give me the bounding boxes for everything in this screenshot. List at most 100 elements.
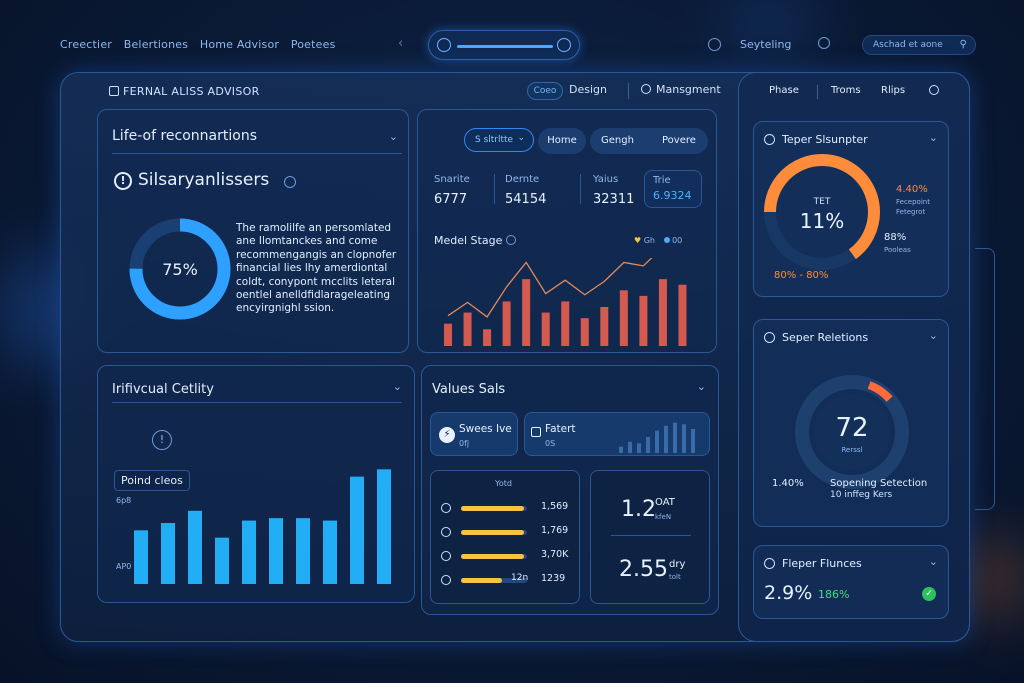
search-icon[interactable] [929,85,939,95]
chevron-down-icon[interactable]: ⌄ [928,555,938,568]
top-navigation: Creectier Belertiones Home Advisor Poete… [0,30,1024,60]
info-icon[interactable]: ! [152,430,172,450]
bolt-icon: ⚡ [439,427,455,443]
row-value: 1,769 [541,525,569,536]
mini-bar [646,437,650,453]
settings-icon[interactable] [708,38,721,51]
side-sub: Fetegrot [896,208,926,216]
panel-title: Seper Reletions [782,331,869,344]
chart-bar [269,518,283,584]
chart-legend: ♥ Gh 00 [634,236,682,245]
mini-bar [682,424,686,453]
divider [580,174,581,204]
section-sub: 10 inffeg Kers [830,490,893,500]
section-label: Sopening Setection [830,478,928,489]
big-unit: OAT [655,497,675,508]
chart-title: Medel Stage [434,234,517,247]
description-text: The ramolilfe an persomlated ane Ilomtan… [236,222,397,315]
mini-bar [637,443,641,453]
chevron-down-icon[interactable]: ⌄ [928,329,938,342]
tab-group [590,128,708,154]
panel-title: Life-of reconnartions [112,128,258,144]
tab-povere[interactable]: Povere [662,135,696,146]
divider [112,402,402,403]
tab-rlips[interactable]: Rlips [881,85,906,96]
list-item[interactable]: 12n 1239 [431,571,581,591]
side-value: 4.40% [896,184,928,195]
progress-fill [461,578,502,583]
progress-fill [461,530,524,535]
list-item[interactable]: 1,769 [431,523,581,543]
big-unit: dry [669,559,686,570]
progress-bar [461,506,527,511]
progress-fill [461,506,524,511]
donut-label: 75% [162,260,198,279]
settings-link[interactable]: Seyteling [740,38,792,51]
list-item[interactable]: 1,569 [431,499,581,519]
chart-bar [522,279,531,346]
gauge-chart: TET 11% [764,154,880,270]
mini-bar [628,441,632,453]
mini-bar [664,425,668,453]
stats-panel: S sltrltte ⌄ Home Gengh Povere Snarite 67… [417,109,717,353]
mic-icon[interactable] [437,38,451,52]
progress-fill [461,554,524,559]
stat-label: Dernte [505,174,540,185]
help-icon[interactable] [284,176,296,188]
gauge-track [795,375,909,489]
info-icon[interactable] [557,38,571,52]
tab-troms[interactable]: Troms [831,85,861,96]
advisor-pill[interactable]: Aschad et aone ⚲ [862,35,976,55]
info-icon [764,558,775,569]
chevron-down-icon[interactable]: ⌄ [696,380,706,393]
chart-bar [444,323,452,346]
tab-active[interactable]: Coeo [527,82,563,100]
mini-bar [619,446,623,453]
chevron-down-icon[interactable]: ⌄ [392,380,402,393]
stat-label: Snarite [434,174,470,185]
center-search-pill[interactable] [428,30,580,60]
metric-card[interactable]: ⚡ Swees Ive 0fj [430,412,518,456]
top-link[interactable]: Poetees [290,38,336,51]
help-icon[interactable] [506,235,517,245]
period-dropdown[interactable]: S sltrltte ⌄ [464,128,534,152]
chart-bar [161,523,175,584]
top-link[interactable]: Creectier [60,38,113,51]
dashboard-header: FERNAL ALISS ADVISOR Coeo Design Mansgme… [61,73,969,109]
stat-label: Yaius [593,174,619,185]
chart-bar [678,284,687,346]
highlight-stat-card[interactable]: Trie 6.9324 [644,170,702,208]
chevron-left-icon[interactable]: ‹ [398,36,404,51]
connector-line [975,248,995,510]
tab-design[interactable]: Design [569,83,607,96]
top-link[interactable]: Belertiones [123,38,189,51]
tab-phase[interactable]: Phase [769,85,799,96]
card-sub: 0S [545,439,556,448]
chevron-down-icon[interactable]: ⌄ [928,131,938,144]
top-link[interactable]: Home Advisor [199,38,280,51]
chart-bar [658,279,667,346]
chevron-down-icon[interactable]: ⌄ [388,130,398,143]
top-links: Creectier Belertiones Home Advisor Poete… [60,38,344,51]
search-icon[interactable] [818,37,830,49]
chart-bar [463,312,472,346]
tab-management[interactable]: Mansgment [641,83,721,96]
section-heading: Silsaryanlissers [138,170,270,190]
metric-card[interactable]: Fatert 0S [524,412,710,456]
divider [112,153,402,154]
radio-icon [441,575,451,585]
gauge-caption: TET [813,197,831,207]
list-header: Yotd [495,479,512,488]
tab-home[interactable]: Home [538,128,586,154]
big-value: 1.2 [621,497,656,522]
side-sub: Fecepoint [896,198,930,206]
tab-gengh[interactable]: Gengh [601,135,634,146]
chart-title-label: Medel Stage [434,234,503,247]
list-item[interactable]: 3,70K [431,547,581,567]
divider [611,535,691,536]
legend-label: Gh [643,236,655,245]
chevron-down-icon: ⌄ [517,133,525,143]
brand-title: FERNAL ALISS ADVISOR [123,85,260,98]
relations-gauge: 72 Rerssl [795,375,909,489]
card-title: Swees Ive [459,423,512,435]
